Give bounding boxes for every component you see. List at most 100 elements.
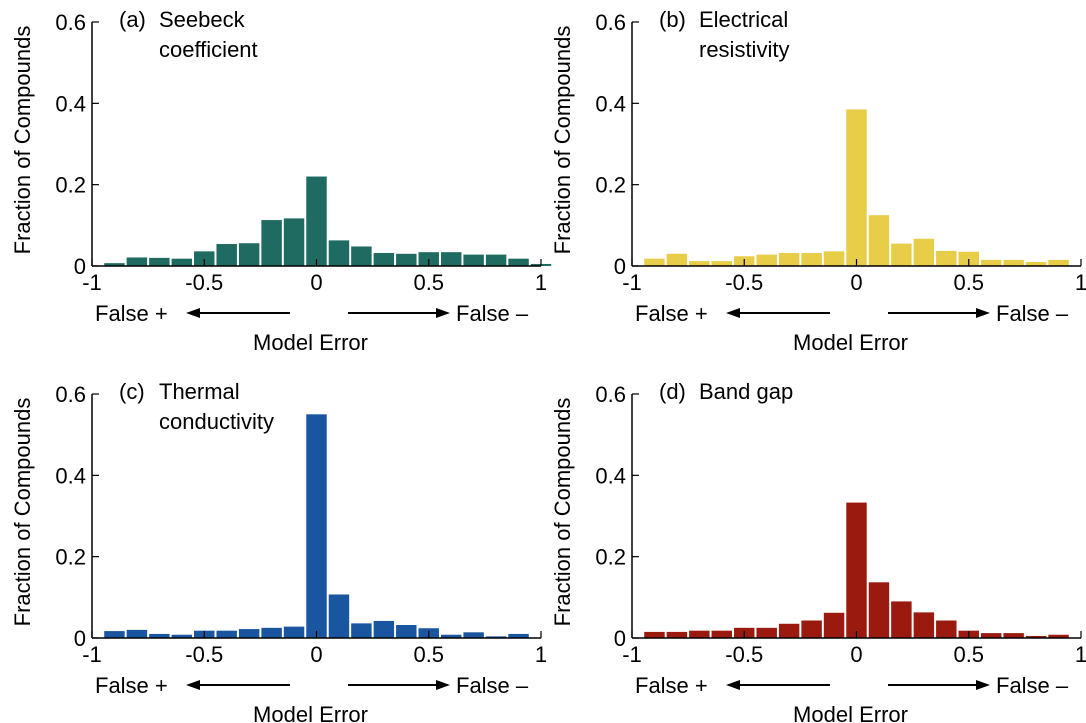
bar [328, 594, 350, 638]
panel-d: 0 0.2 0.4 0.6 -1 -0.5 0 0.5 1 Fraction of Compoun… [550, 379, 1086, 723]
y-tick-label: 0.4 [55, 463, 86, 488]
y-axis-label: Fraction of Compounds [10, 26, 35, 255]
y-axis-label: Fraction of Compounds [10, 398, 35, 627]
y-tick-label: 0.4 [55, 91, 86, 116]
false-negative-label: False – [456, 673, 529, 698]
right-arrow-head [976, 680, 990, 690]
x-tick-label: 0 [850, 270, 862, 295]
x-tick-label: -1 [622, 642, 642, 667]
y-tick-label: 0.4 [595, 463, 626, 488]
y-tick-label: 0 [614, 626, 626, 651]
panel-c: 0 0.2 0.4 0.6 -1 -0.5 0 0.5 1 Fraction of Compoun… [10, 379, 547, 723]
bar [126, 629, 148, 638]
x-tick-label: 0.5 [413, 270, 444, 295]
x-tick-label: 0.5 [953, 270, 984, 295]
bar [508, 633, 529, 638]
y-tick-label: 0 [614, 254, 626, 279]
false-negative-label: False – [456, 301, 529, 326]
bar [261, 220, 282, 266]
right-arrow-head [436, 680, 450, 690]
panel-a: 0 0.2 0.4 0.6 -1 -0.5 0 0.5 1 Fraction of Compoun… [10, 7, 552, 355]
bar [936, 620, 957, 638]
bar [958, 251, 979, 266]
x-tick-label: -0.5 [725, 270, 763, 295]
bar [846, 109, 867, 267]
x-tick-label: -0.5 [185, 642, 223, 667]
y-axis-label: Fraction of Compounds [550, 398, 575, 627]
bar [440, 634, 462, 638]
bar [913, 612, 935, 638]
bar [126, 257, 148, 266]
y-tick-label: 0.6 [595, 382, 626, 407]
false-negative-label: False – [996, 673, 1069, 698]
y-tick-label: 0.6 [55, 10, 86, 35]
panel-title-line: Band gap [699, 379, 793, 404]
y-tick-label: 0.6 [55, 382, 86, 407]
right-arrow-head [436, 308, 450, 318]
x-tick-label: -1 [82, 642, 102, 667]
false-positive-label: False + [95, 673, 168, 698]
x-tick-label: -0.5 [725, 642, 763, 667]
left-arrow-head [186, 680, 200, 690]
bar [463, 632, 484, 638]
panel-title-line: coefficient [159, 37, 258, 62]
bar [891, 243, 912, 266]
panel-title-line: Seebeck [159, 7, 246, 32]
panel-title-line: resistivity [699, 37, 789, 62]
bar [1003, 633, 1024, 638]
bar [171, 258, 193, 266]
bar [1003, 259, 1024, 266]
bar [194, 251, 215, 266]
x-tick-label: -1 [82, 270, 102, 295]
panel-label: (b) [659, 7, 686, 32]
x-tick-label: 1 [535, 642, 547, 667]
bar [868, 582, 890, 638]
y-tick-label: 0.2 [595, 173, 626, 198]
bar [216, 244, 237, 266]
bar [868, 215, 890, 266]
bar [351, 623, 372, 638]
panel-title-line: conductivity [159, 409, 274, 434]
x-tick-label: -0.5 [185, 270, 223, 295]
bar [463, 254, 484, 266]
bar [396, 253, 417, 266]
bar [778, 623, 800, 638]
bar [238, 629, 260, 638]
x-tick-label: 0 [310, 642, 322, 667]
bar [666, 253, 688, 266]
x-tick-label: 0 [310, 270, 322, 295]
bar [149, 633, 170, 638]
y-tick-label: 0.4 [595, 91, 626, 116]
bar [306, 414, 327, 638]
y-axis-label: Fraction of Compounds [550, 26, 575, 255]
y-tick-label: 0.2 [55, 545, 86, 570]
bar [485, 254, 507, 266]
x-tick-label: 1 [1075, 270, 1086, 295]
x-tick-label: 1 [1075, 642, 1086, 667]
bar [936, 250, 957, 266]
false-negative-label: False – [996, 301, 1069, 326]
y-tick-label: 0 [74, 626, 86, 651]
bar [306, 176, 327, 266]
left-arrow-head [186, 308, 200, 318]
bar [913, 238, 935, 266]
bar [778, 252, 800, 266]
bar [508, 258, 529, 266]
bar [1048, 259, 1069, 266]
x-tick-label: 0.5 [413, 642, 444, 667]
bar [104, 263, 125, 266]
bar [801, 620, 822, 638]
panel-b: 0 0.2 0.4 0.6 -1 -0.5 0 0.5 1 Fraction of Compoun… [550, 7, 1086, 355]
bar [351, 246, 372, 266]
bar [149, 257, 170, 266]
bar [689, 630, 710, 638]
bar [846, 502, 867, 638]
bar [711, 630, 733, 638]
bar [328, 240, 350, 266]
bar [689, 261, 710, 266]
x-axis-label: Model Error [793, 702, 908, 723]
panel-label: (c) [119, 379, 145, 404]
bar [373, 252, 395, 266]
right-arrow-head [976, 308, 990, 318]
bar [216, 630, 237, 638]
